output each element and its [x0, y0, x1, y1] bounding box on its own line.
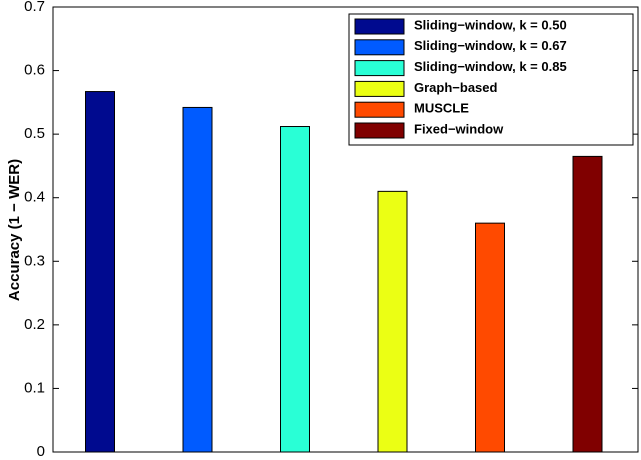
- legend-label: Sliding−window, k = 0.50: [414, 17, 567, 32]
- y-tick-label: 0.2: [24, 316, 45, 333]
- legend-label: Sliding−window, k = 0.67: [414, 38, 567, 53]
- bar: [280, 126, 310, 453]
- legend-swatch: [354, 80, 405, 97]
- y-tick-label: 0.6: [24, 62, 45, 79]
- legend-swatch: [354, 18, 405, 35]
- y-tick-label: 0.3: [24, 252, 45, 269]
- y-tick-label: 0: [37, 443, 45, 460]
- bar: [182, 106, 213, 453]
- legend-label: Sliding−window, k = 0.85: [414, 59, 567, 74]
- legend-swatch: [354, 122, 405, 139]
- plot-frame: [52, 6, 639, 453]
- bar: [377, 190, 408, 453]
- bar: [475, 222, 505, 453]
- y-tick-label: 0.5: [24, 125, 45, 142]
- y-tick-label: 0.1: [24, 379, 45, 396]
- y-tick-label: 0.7: [24, 0, 45, 15]
- legend-swatch: [354, 39, 405, 56]
- legend-label: Fixed−window: [414, 121, 504, 136]
- y-axis-title: Accuracy (1 − WER): [6, 159, 23, 301]
- y-tick-label: 0.4: [24, 189, 45, 206]
- legend-swatch: [354, 101, 405, 118]
- bar: [572, 155, 603, 453]
- bar: [85, 91, 115, 453]
- legend: Sliding−window, k = 0.50 Sliding−window, …: [348, 13, 634, 146]
- y-axis: 0 0.1 0.2 0.3 0.4 0.5 0.6 0.7: [24, 0, 638, 460]
- legend-label: Graph−based: [414, 80, 498, 95]
- legend-label: MUSCLE: [414, 101, 469, 116]
- legend-swatch: [354, 60, 405, 77]
- bars-group: [85, 91, 603, 453]
